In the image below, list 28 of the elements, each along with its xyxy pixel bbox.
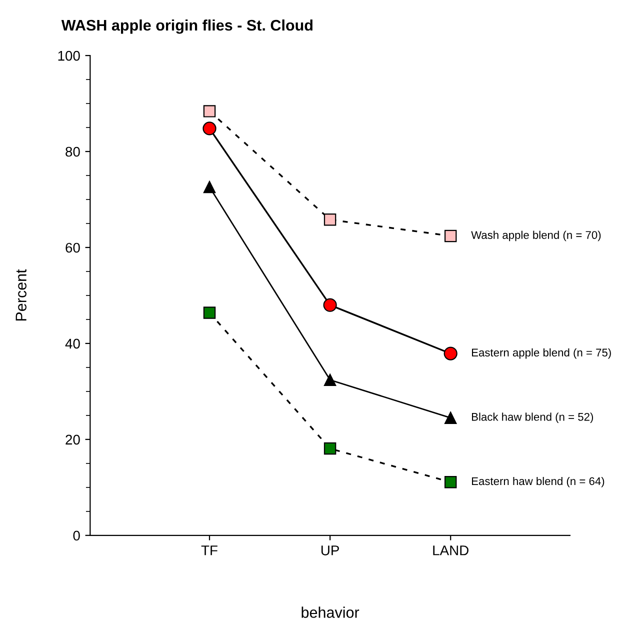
point [444, 476, 457, 488]
y-tick-label: 80 [66, 146, 80, 157]
y-tick-label: 100 [58, 50, 80, 61]
y-tick-label: 40 [65, 338, 80, 349]
point [324, 442, 336, 455]
y-tick-label: 0 [73, 530, 80, 541]
point [203, 306, 216, 319]
series-label: Wash apple blend (n = 70) [471, 230, 601, 242]
x-axis-title: behavior [302, 606, 360, 618]
point [324, 214, 336, 226]
point [203, 180, 216, 194]
y-axis-title: Percent [16, 269, 26, 321]
x-tick-label: LAND [433, 546, 468, 556]
point [324, 374, 336, 386]
point [202, 122, 216, 136]
point [444, 346, 458, 360]
point [444, 230, 457, 242]
series-label: Eastern apple blend (n = 75) [472, 348, 611, 359]
point [203, 105, 216, 118]
y-tick-label: 60 [66, 242, 80, 253]
point [323, 298, 337, 312]
chart-title: WASH apple origin flies - St. Cloud [61, 19, 312, 34]
series-label: Black haw blend (n = 52) [472, 412, 594, 423]
x-tick-label: TF [201, 546, 218, 556]
x-tick-label: UP [321, 546, 339, 556]
series-label: Eastern haw blend (n = 64) [472, 476, 604, 488]
y-tick-label: 20 [66, 434, 80, 445]
point [444, 412, 457, 424]
